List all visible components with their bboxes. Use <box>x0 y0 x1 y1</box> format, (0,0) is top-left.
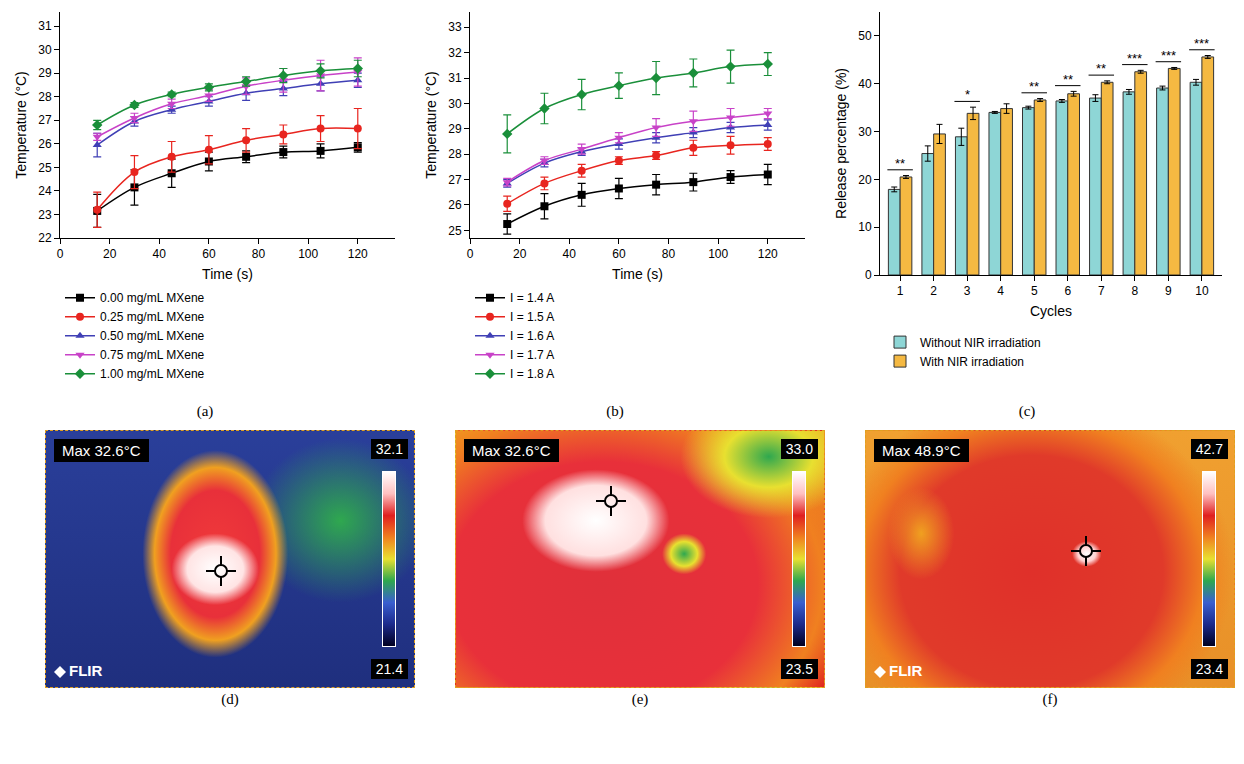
svg-text:Cycles: Cycles <box>1030 303 1072 319</box>
svg-text:*: * <box>965 87 970 102</box>
svg-text:Temperature (°C): Temperature (°C) <box>13 71 29 179</box>
svg-text:**: ** <box>1096 61 1106 76</box>
svg-text:40: 40 <box>858 77 872 91</box>
svg-text:40: 40 <box>153 247 167 261</box>
svg-text:80: 80 <box>252 247 266 261</box>
svg-text:Time (s): Time (s) <box>202 266 253 282</box>
svg-text:10: 10 <box>858 220 872 234</box>
svg-text:4: 4 <box>997 284 1004 298</box>
svg-text:With NIR irradiation: With NIR irradiation <box>920 355 1024 369</box>
svg-text:I = 1.5 A: I = 1.5 A <box>510 310 554 324</box>
html-text:(f): (f) <box>1042 691 1058 707</box>
svg-text:0.25 mg/mL MXene: 0.25 mg/mL MXene <box>100 310 205 324</box>
svg-text:23: 23 <box>38 208 52 222</box>
svg-text:**: ** <box>1029 79 1039 94</box>
svg-text:27: 27 <box>448 173 462 187</box>
svg-text:0: 0 <box>865 268 872 282</box>
svg-text:30: 30 <box>448 97 462 111</box>
svg-text:100: 100 <box>708 247 728 261</box>
svg-text:I = 1.4 A: I = 1.4 A <box>510 291 554 305</box>
html-text:Max 32.6°C: Max 32.6°C <box>62 442 141 459</box>
html-text:33.0: 33.0 <box>785 441 813 457</box>
svg-text:33: 33 <box>448 20 462 34</box>
svg-text:7: 7 <box>1098 284 1105 298</box>
html-text:Max 48.9°C: Max 48.9°C <box>882 442 961 459</box>
svg-text:28: 28 <box>448 147 462 161</box>
html-text:23.5: 23.5 <box>785 661 813 677</box>
svg-text:3: 3 <box>964 284 971 298</box>
svg-text:I = 1.8 A: I = 1.8 A <box>510 367 554 381</box>
html-text:32.1: 32.1 <box>375 441 403 457</box>
svg-text:31: 31 <box>38 19 52 33</box>
svg-text:Release percentage (%): Release percentage (%) <box>833 68 849 219</box>
html-text:(e): (e) <box>631 691 649 707</box>
html-text:(d): (d) <box>221 691 239 707</box>
svg-text:6: 6 <box>1064 284 1071 298</box>
svg-text:80: 80 <box>662 247 676 261</box>
html-text:23.4: 23.4 <box>1195 661 1223 677</box>
svg-text:30: 30 <box>858 125 872 139</box>
svg-text:32: 32 <box>448 46 462 60</box>
svg-text:10: 10 <box>1195 284 1209 298</box>
svg-text:20: 20 <box>103 247 117 261</box>
svg-text:25: 25 <box>38 161 52 175</box>
svg-text:Without NIR irradiation: Without NIR irradiation <box>920 336 1041 350</box>
svg-text:24: 24 <box>38 184 52 198</box>
svg-text:31: 31 <box>448 71 462 85</box>
svg-text:0: 0 <box>467 247 474 261</box>
svg-text:0.00 mg/mL MXene: 0.00 mg/mL MXene <box>100 291 205 305</box>
svg-text:5: 5 <box>1031 284 1038 298</box>
svg-text:100: 100 <box>298 247 318 261</box>
svg-text:9: 9 <box>1165 284 1172 298</box>
svg-text:***: *** <box>1127 51 1142 66</box>
svg-text:***: *** <box>1194 36 1209 51</box>
svg-text:120: 120 <box>348 247 368 261</box>
svg-text:***: *** <box>1161 48 1176 63</box>
svg-text:0.75 mg/mL MXene: 0.75 mg/mL MXene <box>100 348 205 362</box>
svg-text:28: 28 <box>38 90 52 104</box>
svg-text:60: 60 <box>612 247 626 261</box>
svg-text:50: 50 <box>858 29 872 43</box>
svg-text:20: 20 <box>513 247 527 261</box>
svg-text:22: 22 <box>38 231 52 245</box>
svg-text:**: ** <box>895 156 905 171</box>
svg-text:Temperature (°C): Temperature (°C) <box>423 71 439 179</box>
html-text:(a): (a) <box>196 403 214 419</box>
svg-text:8: 8 <box>1131 284 1138 298</box>
html-text:FLIR: FLIR <box>889 662 923 679</box>
html-text:21.4: 21.4 <box>375 661 403 677</box>
svg-text:0: 0 <box>57 247 64 261</box>
svg-text:I = 1.6 A: I = 1.6 A <box>510 329 554 343</box>
svg-text:30: 30 <box>38 43 52 57</box>
svg-text:1.00 mg/mL MXene: 1.00 mg/mL MXene <box>100 367 205 381</box>
svg-text:25: 25 <box>448 224 462 238</box>
html-text:42.7: 42.7 <box>1195 441 1223 457</box>
svg-text:**: ** <box>1063 72 1073 87</box>
html-text:(c): (c) <box>1018 403 1036 419</box>
svg-text:I = 1.7 A: I = 1.7 A <box>510 348 554 362</box>
svg-text:26: 26 <box>448 198 462 212</box>
html-text:Max 32.6°C: Max 32.6°C <box>472 442 551 459</box>
svg-text:29: 29 <box>448 122 462 136</box>
svg-text:40: 40 <box>563 247 577 261</box>
svg-text:Time (s): Time (s) <box>612 266 663 282</box>
svg-text:27: 27 <box>38 113 52 127</box>
html-text:(b): (b) <box>606 403 624 419</box>
svg-text:2: 2 <box>930 284 937 298</box>
svg-text:20: 20 <box>858 173 872 187</box>
svg-text:120: 120 <box>758 247 778 261</box>
html-text:FLIR: FLIR <box>69 662 103 679</box>
svg-text:0.50 mg/mL MXene: 0.50 mg/mL MXene <box>100 329 205 343</box>
svg-text:29: 29 <box>38 66 52 80</box>
svg-text:1: 1 <box>897 284 904 298</box>
svg-text:26: 26 <box>38 137 52 151</box>
svg-text:60: 60 <box>202 247 216 261</box>
